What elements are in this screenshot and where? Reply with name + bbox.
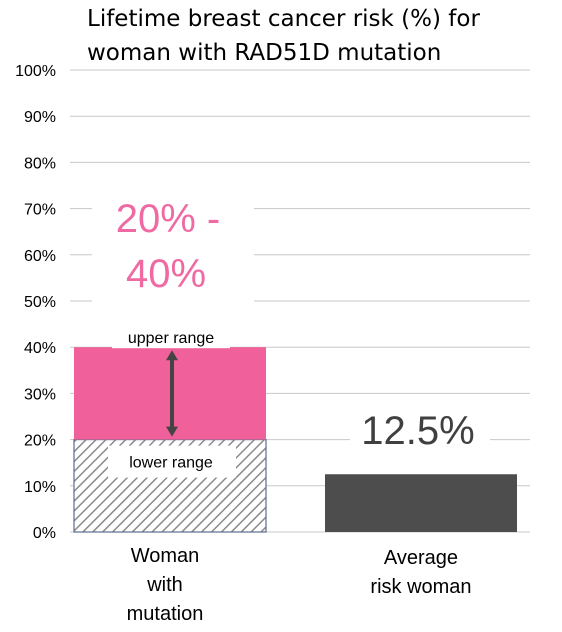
range-arrow-head-up [166, 350, 178, 361]
y-tick-label-60: 60% [24, 248, 56, 265]
range-arrow-head-down [166, 426, 178, 437]
chart-title-line-1: Lifetime breast cancer risk (%) for [87, 6, 480, 32]
y-tick-label-0: 0% [33, 525, 56, 542]
y-tick-label-100: 100% [15, 63, 56, 80]
y-tick-label-90: 90% [24, 109, 56, 126]
category-label-0-line-2: with [146, 574, 183, 596]
value-label-bg [350, 402, 490, 454]
value-label-average: 12.5% [361, 409, 474, 453]
y-tick-label-40: 40% [24, 340, 56, 357]
chart-title-line-2: woman with RAD51D mutation [87, 40, 442, 66]
category-label-1-line-1: Average [384, 547, 458, 569]
y-tick-label-10: 10% [24, 479, 56, 496]
category-label-0-line-1: Woman [131, 545, 200, 567]
y-tick-label-20: 20% [24, 433, 56, 450]
upper-range-label: upper range [128, 330, 214, 347]
y-tick-label-80: 80% [24, 155, 56, 172]
category-label-0-line-3: mutation [127, 603, 204, 625]
y-tick-label-70: 70% [24, 202, 56, 219]
range-value-label-line-1: 20% - [116, 197, 221, 241]
bar-average-risk [325, 474, 517, 532]
y-tick-label-50: 50% [24, 294, 56, 311]
y-tick-label-30: 30% [24, 386, 56, 403]
category-label-1-line-2: risk woman [370, 576, 471, 598]
range-value-label-line-2: 40% [126, 252, 206, 296]
lower-range-label: lower range [129, 455, 213, 472]
upper-range-label-bg [112, 324, 230, 349]
range-value-label-bg [92, 186, 254, 302]
lower-range-label-bg [108, 445, 236, 478]
